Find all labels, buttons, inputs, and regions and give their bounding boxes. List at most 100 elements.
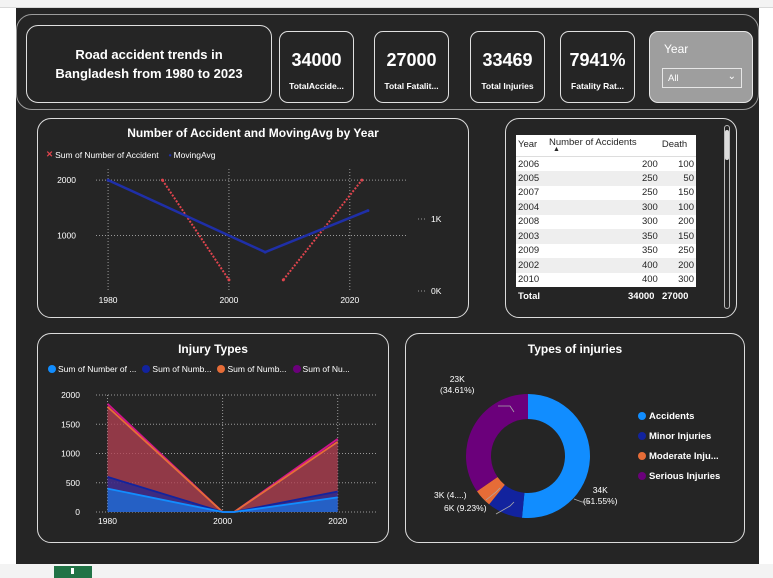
legend-label: Minor Injuries [649,430,712,442]
kpi-value: 27000 [386,50,437,70]
donut-plot [466,394,591,518]
legend-label: Accidents [649,410,695,422]
legend-label: MovingAvg [173,149,216,160]
table-row[interactable]: 2007 250 150 [516,186,696,201]
report-title: Road accident trends in Bangladesh from … [26,25,272,103]
legend-item[interactable]: Minor Injuries [638,426,720,446]
table-total-row: Total 34000 27000 [516,291,696,307]
accident-table-panel[interactable]: Year Number of Accidents ▲ Death 2006 200 1… [505,118,737,318]
cell-year: 2008 [518,216,540,228]
total-label: Total [518,291,540,302]
table-row[interactable]: 2010 400 300 [516,273,696,288]
leader-line [485,487,501,501]
cell-accidents: 300 [641,216,658,228]
dot-marker-icon [142,365,151,373]
table-row[interactable]: 2009 350 250 [516,244,696,259]
kpi-label: TotalAccide... [289,81,344,91]
data-label-percent: (51.55%) [583,496,618,506]
y-tick-label: 2000 [57,175,76,185]
accident-table[interactable]: Year Number of Accidents ▲ Death 2006 200 1… [516,135,696,287]
legend-item[interactable]: • MovingAvg [169,149,216,160]
cell-death: 300 [678,274,694,286]
y-tick-label: 0 [75,507,80,517]
chart-title: Injury Types [178,342,248,356]
series-line-movingavg [107,178,369,254]
column-header-year[interactable]: Year [516,135,547,157]
kpi-value: 33469 [482,50,533,70]
data-label-accidents: 34K (51.55%) [583,485,618,507]
legend-item[interactable]: ✕ Sum of Number of Accident [46,149,159,160]
kpi-label: Total Injuries [481,81,534,91]
y2-tick-label: 0K [431,286,442,296]
injury-area-chart[interactable]: Injury Types Sum of Number of ... Sum of… [37,333,389,543]
area-plot: 2000 1500 1000 500 0 1980 2000 2020 [61,390,378,526]
leader-line [573,498,590,503]
cell-death: 250 [678,245,694,257]
legend-label: Moderate Inju... [649,450,719,462]
donut-legend: Accidents Minor Injuries Moderate Inju..… [638,406,720,486]
table-row[interactable]: 2002 400 200 [516,258,696,273]
legend-label: Sum of Numb... [227,364,287,374]
cell-accidents: 250 [546,171,660,186]
kpi-fatality-rate[interactable]: 7941% Fatality Rat... [560,31,635,103]
chevron-down-icon[interactable]: ⌄ [727,71,736,82]
column-header-death[interactable]: Death [659,135,696,157]
year-slicer[interactable]: Year All ⌄ [649,31,753,103]
leader-line [495,501,515,515]
legend-item[interactable]: Serious Injuries [638,466,720,486]
y-tick-label: 1000 [57,231,76,241]
kpi-value: 7941% [569,50,626,70]
series-line [107,487,338,513]
legend-item[interactable]: Sum of Numb... [142,364,211,374]
data-point-accidents [360,178,364,182]
table-row[interactable]: 2005 250 50 [516,171,696,186]
x-marker-icon: ✕ [46,149,54,159]
cell-year: 2010 [518,274,540,286]
donut-slice [489,484,525,518]
total-accidents: 34000 [628,291,655,302]
y-tick-label: 1000 [61,449,80,459]
data-label-minor: 6K (9.23%) [444,503,487,513]
window-top-strip [0,0,773,8]
cell-death: 200 [678,216,694,228]
cell-death: 150 [678,187,694,199]
window-bottom-strip [0,564,773,578]
kpi-total-fatalities[interactable]: 27000 Total Fatalit... [374,31,449,103]
legend-label: Sum of Number of Accident [55,149,159,160]
x-tick-label: 1980 [99,295,118,305]
legend-label: Sum of Nu... [302,364,350,374]
dot-marker-icon [638,452,646,460]
legend-item[interactable]: Sum of Number of ... [48,364,136,374]
kpi-total-accidents[interactable]: 34000 TotalAccide... [279,31,354,103]
table-row[interactable]: 2004 300 100 [516,200,696,215]
legend-item[interactable]: Sum of Nu... [292,364,350,374]
chart-legend: ✕ Sum of Number of Accident • MovingAvg [46,149,215,160]
header-band: Road accident trends in Bangladesh from … [16,14,759,110]
dropdown-value: All [668,73,679,84]
cell-accidents: 400 [641,274,658,286]
scrollbar-thumb[interactable] [725,130,729,160]
add-page-tab[interactable] [54,566,92,578]
series-area [107,403,338,512]
table-row[interactable]: 2008 300 200 [516,215,696,230]
data-point-movingavg [106,178,110,182]
kpi-total-injuries[interactable]: 33469 Total Injuries [470,31,545,103]
slicer-title: Year [664,42,689,56]
data-point-accidents [160,178,164,182]
dot-marker-icon [48,365,56,373]
injury-donut-chart[interactable]: Types of injuries 23K (34.61%) 34K (51.5… [405,333,745,543]
table-scrollbar[interactable] [724,125,730,309]
legend-item[interactable]: Sum of Numb... [217,364,287,374]
legend-item[interactable]: Accidents [638,406,720,426]
accident-line-chart[interactable]: Number of Accident and MovingAvg by Year… [37,118,469,318]
column-header-accidents[interactable]: Number of Accidents ▲ [546,135,660,157]
leader-line [498,405,515,413]
cell-year: 2004 [516,200,547,215]
cell-year: 2009 [518,245,540,257]
dot-marker-icon [638,412,646,420]
table-row[interactable]: 2006 200 100 [516,157,696,172]
year-dropdown[interactable]: All ⌄ [662,68,742,88]
legend-item[interactable]: Moderate Inju... [638,446,720,466]
table-row[interactable]: 2003 350 150 [516,229,696,244]
cell-year: 2006 [518,158,540,170]
